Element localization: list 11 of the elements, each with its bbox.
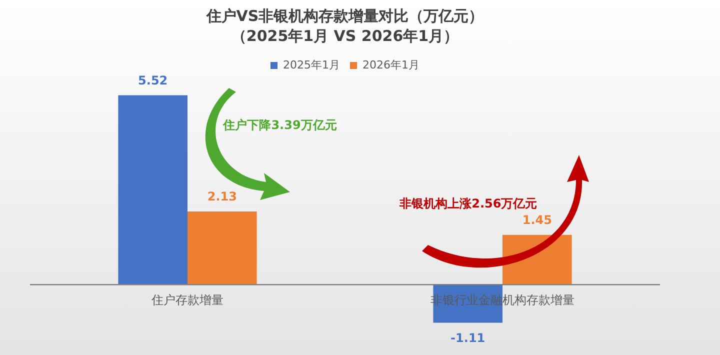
- x-tick-label: 住户存款增量: [150, 292, 224, 307]
- annotation: 住户下降3.39万亿元: [222, 118, 337, 132]
- legend-label: 2025年1月: [283, 58, 340, 72]
- annotation: 非银机构上涨2.56万亿元: [398, 196, 538, 210]
- chart-subtitle: （2025年1月 VS 2026年1月）: [231, 26, 459, 45]
- chart-title: 住户VS非银机构存款增量对比（万亿元）: [205, 6, 484, 25]
- data-label: 5.52: [138, 73, 168, 88]
- data-label: -1.11: [450, 330, 486, 345]
- legend-label: 2026年1月: [362, 58, 420, 72]
- data-label: 1.45: [522, 212, 552, 227]
- data-label: 2.13: [207, 190, 237, 204]
